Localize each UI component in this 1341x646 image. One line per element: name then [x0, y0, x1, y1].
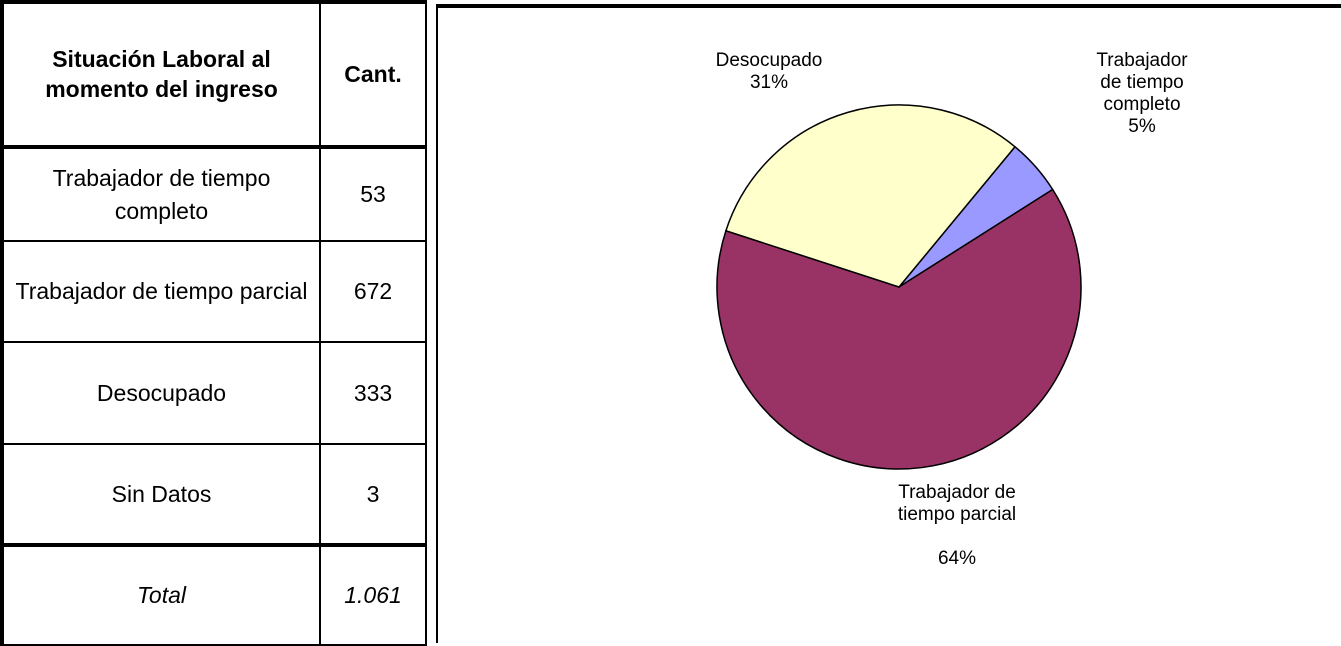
cell: 333 [319, 341, 427, 445]
cell: Trabajador de tiempo completo [0, 146, 321, 242]
row: Desocupado 333 [0, 341, 427, 445]
row: Trabajador de tiempo completo 53 [0, 146, 427, 242]
cell: 1.061 [319, 543, 427, 646]
slice-percent: 5% [1128, 116, 1156, 137]
slice-label: Desocupado [715, 50, 823, 71]
cell: 3 [319, 443, 427, 546]
slice-percent: 64% [937, 548, 977, 569]
pie-chart [716, 104, 1082, 470]
cell: Trabajador de tiempo parcial [0, 240, 321, 343]
slice-label: Trabajador de tiempo parcial [897, 482, 1017, 525]
cell: 672 [319, 240, 427, 343]
cell: Sin Datos [0, 443, 321, 546]
slice-percent: 31% [749, 72, 789, 93]
header-cell: Cant. [319, 0, 427, 149]
cell: 53 [319, 146, 427, 242]
cell: Total [0, 543, 321, 646]
pie-slice [716, 188, 1082, 470]
data-table: Situación Laboral al momento del ingreso… [0, 0, 427, 646]
pie-slice [724, 104, 1017, 288]
row: Sin Datos 3 [0, 443, 427, 546]
header-row: Situación Laboral al momento del ingreso… [0, 0, 427, 149]
row: Trabajador de tiempo parcial 672 [0, 240, 427, 343]
slice-label: Trabajador de tiempo completo [1096, 50, 1188, 115]
header-cell: Situación Laboral al momento del ingreso [0, 0, 321, 149]
cell: Desocupado [0, 341, 321, 445]
chart: Trabajador de tiempo completo 5% Trabajado… [436, 4, 1341, 643]
total-row: Total 1.061 [0, 543, 427, 646]
